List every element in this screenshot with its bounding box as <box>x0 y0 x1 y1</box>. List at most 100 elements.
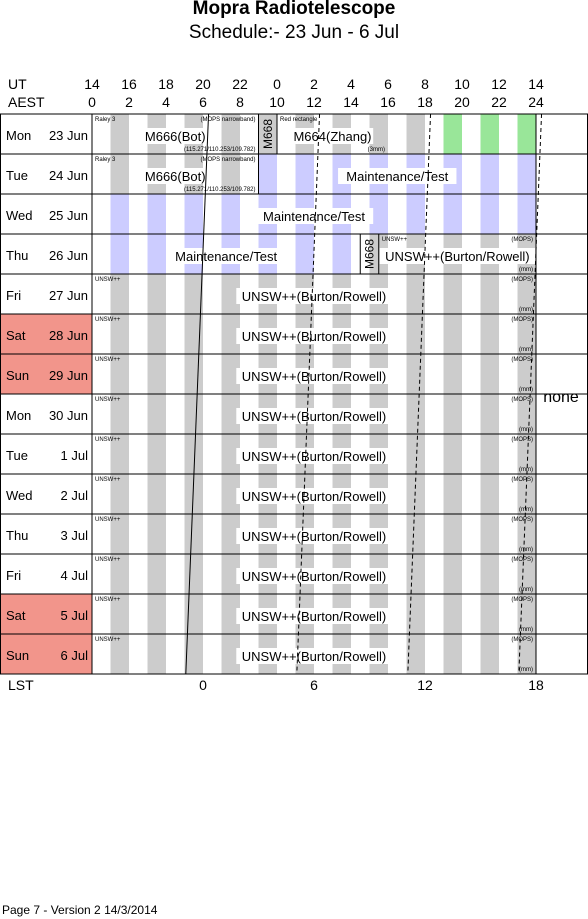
hour-band <box>332 234 351 274</box>
aest-tick-label: 20 <box>454 94 470 110</box>
block-note-top-left: UNSW++ <box>95 557 121 563</box>
hour-band <box>221 114 240 154</box>
hour-band <box>406 434 425 474</box>
ut-tick-label: 12 <box>491 76 507 92</box>
weekend-cell <box>0 594 92 634</box>
day-date: 3 Jul <box>61 528 89 543</box>
hour-band <box>110 394 129 434</box>
day-of-week: Sat <box>6 328 26 343</box>
day-date: 26 Jun <box>49 248 88 263</box>
hour-band <box>184 514 203 554</box>
hour-band <box>147 514 166 554</box>
day-date: 1 Jul <box>61 448 89 463</box>
hour-band <box>221 154 240 194</box>
hour-band <box>221 194 240 234</box>
day-date: 29 Jun <box>49 368 88 383</box>
hour-band <box>517 314 536 354</box>
aest-tick-label: 6 <box>199 94 207 110</box>
hour-band <box>110 514 129 554</box>
hour-band <box>443 274 462 314</box>
hour-band <box>517 634 536 674</box>
hour-band <box>480 274 499 314</box>
hour-band <box>110 594 129 634</box>
block-note-top-left: UNSW++ <box>95 637 121 643</box>
hour-band <box>184 634 203 674</box>
day-date: 30 Jun <box>49 408 88 423</box>
block-note-top-left: Red rectangle <box>280 117 318 123</box>
hour-band <box>480 514 499 554</box>
block-note-bottom-right: (mm) <box>519 387 533 393</box>
hour-band <box>221 514 240 554</box>
hour-band <box>258 114 277 154</box>
hour-band <box>517 194 536 234</box>
block-label-vertical: M668 <box>363 239 377 269</box>
block-note-bottom-right: (mm) <box>519 507 533 513</box>
block-note-top-right: (MOPS) <box>511 597 533 603</box>
day-of-week: Mon <box>6 128 31 143</box>
block-note-top-left: UNSW++ <box>95 597 121 603</box>
label-backdrop <box>141 168 209 184</box>
day-date: 2 Jul <box>61 488 89 503</box>
hour-band <box>443 474 462 514</box>
block-note-top-left: UNSW++ <box>382 237 408 243</box>
aest-tick-label: 18 <box>417 94 433 110</box>
label-backdrop <box>236 328 392 344</box>
hour-band <box>406 394 425 434</box>
hour-band <box>147 354 166 394</box>
hour-band <box>480 634 499 674</box>
hour-band <box>406 514 425 554</box>
aest-tick-label: 8 <box>236 94 244 110</box>
block-note-bottom-right: (mm) <box>519 307 533 313</box>
hour-band <box>517 434 536 474</box>
weekend-cell <box>0 354 92 394</box>
block-label: UNSW++(Burton/Rowell) <box>242 649 387 664</box>
hour-band <box>147 394 166 434</box>
page-title: Mopra Radiotelescope <box>192 0 396 19</box>
hour-band <box>443 554 462 594</box>
block-note-top-right: (MOPS narrowband) <box>200 157 255 163</box>
hour-band <box>147 594 166 634</box>
side-note-none: none <box>543 389 579 406</box>
day-date: 27 Jun <box>49 288 88 303</box>
hour-band <box>480 114 499 154</box>
block-label: UNSW++(Burton/Rowell) <box>242 289 387 304</box>
block-note-bottom-right: (mm) <box>519 467 533 473</box>
ut-tick-label: 22 <box>232 76 248 92</box>
day-of-week: Mon <box>6 408 31 423</box>
hour-band <box>147 274 166 314</box>
hour-band <box>221 434 240 474</box>
ut-tick-label: 18 <box>158 76 174 92</box>
ut-tick-label: 14 <box>84 76 100 92</box>
ut-tick-label: 16 <box>121 76 137 92</box>
hour-band <box>147 314 166 354</box>
hour-band <box>110 234 129 274</box>
hour-band <box>147 554 166 594</box>
hour-band <box>147 194 166 234</box>
hour-band <box>221 274 240 314</box>
block-label: UNSW++(Burton/Rowell) <box>242 489 387 504</box>
day-date: 6 Jul <box>61 648 89 663</box>
hour-band <box>184 194 203 234</box>
hour-band <box>480 154 499 194</box>
block-note-top-right: (MOPS) <box>511 357 533 363</box>
hour-band <box>258 154 277 194</box>
block-label: UNSW++(Burton/Rowell) <box>385 249 530 264</box>
day-date: 4 Jul <box>61 568 89 583</box>
hour-band <box>406 354 425 394</box>
hour-band <box>480 434 499 474</box>
day-of-week: Sun <box>6 648 29 663</box>
hour-band <box>221 554 240 594</box>
schedule-subtitle: Schedule:- 23 Jun - 6 Jul <box>188 22 400 43</box>
block-label-vertical: M668 <box>261 119 275 149</box>
day-of-week: Fri <box>6 568 21 583</box>
hour-band <box>480 354 499 394</box>
hour-band <box>369 114 388 154</box>
hour-band <box>221 634 240 674</box>
block-note-top-right: (MOPS) <box>511 397 533 403</box>
label-backdrop <box>236 408 392 424</box>
hour-band <box>184 314 203 354</box>
day-date: 23 Jun <box>49 128 88 143</box>
day-date: 24 Jun <box>49 168 88 183</box>
lst-tick-label: 18 <box>528 677 544 693</box>
weekend-cell <box>0 314 92 354</box>
